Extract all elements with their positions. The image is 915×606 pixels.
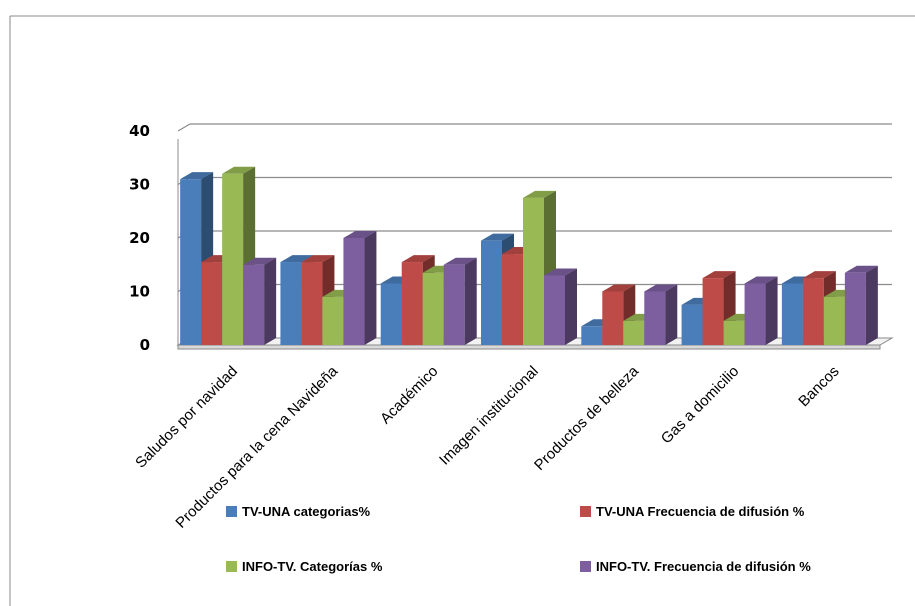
category-label: Bancos: [795, 363, 842, 410]
y-tick-label: 20: [129, 229, 150, 247]
bar-front: [823, 296, 845, 345]
bar-front: [380, 283, 402, 345]
category-label: Imagen institucional: [436, 363, 542, 469]
bar-top: [401, 255, 435, 263]
bar-top: [702, 271, 736, 279]
legend-label: TV-UNA categorias%: [242, 504, 371, 519]
legend: TV-UNA categorias% TV-UNA Frecuencia de d…: [226, 504, 811, 574]
bar: [523, 190, 556, 345]
bar-top: [343, 231, 377, 238]
bar-front: [422, 272, 444, 345]
gridline-diagonal: [177, 123, 191, 132]
bar-front: [201, 262, 223, 345]
y-axis-ticks: 0 10 20 30 40: [129, 122, 150, 354]
bar-front: [443, 264, 465, 345]
bar-front: [502, 254, 523, 345]
chart-border: [9, 15, 915, 606]
category-label: Saludos por navidad: [132, 363, 241, 472]
bar: [443, 257, 477, 345]
bar-front: [681, 304, 703, 345]
bar-top: [301, 255, 335, 263]
bar-top: [481, 233, 514, 241]
bar-front: [802, 278, 824, 345]
legend-swatch: [580, 506, 591, 517]
y-tick-label: 30: [129, 176, 150, 194]
bars: [180, 166, 878, 345]
legend-item: INFO-TV. Categorías %: [226, 559, 383, 574]
bar-front: [343, 238, 365, 345]
legend-label: INFO-TV. Categorías %: [242, 559, 383, 574]
bar-front: [243, 264, 265, 345]
bar-side: [765, 276, 778, 345]
bar-front: [280, 262, 302, 345]
bar-side: [364, 231, 377, 345]
bar-front: [523, 197, 544, 345]
legend-item: TV-UNA Frecuencia de difusión %: [580, 504, 805, 519]
bar-front: [623, 320, 645, 345]
legend-swatch: [580, 561, 591, 572]
bar-front: [702, 278, 724, 345]
category-label: Académico: [377, 363, 441, 427]
bar-top: [280, 255, 314, 263]
legend-swatch: [226, 561, 237, 572]
bar-side: [865, 265, 878, 345]
bar-front: [844, 272, 866, 345]
bar-side: [464, 257, 477, 345]
bar-top: [644, 284, 678, 292]
bar-front: [301, 262, 323, 345]
bar: [644, 284, 678, 345]
bar-front: [581, 326, 603, 345]
y-tick-label: 0: [140, 336, 150, 354]
bar: [243, 257, 277, 345]
bar-front: [644, 291, 666, 345]
bar-front: [781, 283, 803, 345]
bar-top: [443, 257, 477, 265]
bar: [744, 276, 778, 345]
bar-top: [222, 166, 256, 174]
bar-front: [222, 173, 244, 345]
bar-top: [602, 284, 636, 292]
bar-front: [602, 291, 624, 345]
bar-top: [523, 190, 556, 198]
category-label: Productos de belleza: [531, 362, 643, 474]
bar-front: [401, 262, 423, 345]
bar-front: [481, 240, 502, 345]
legend-item: TV-UNA categorias%: [226, 504, 371, 519]
legend-swatch: [226, 506, 237, 517]
bar-side: [264, 257, 277, 345]
bar-front: [744, 283, 766, 345]
bar-front: [544, 275, 565, 345]
bar-front: [322, 296, 344, 345]
bar-front: [180, 179, 202, 345]
bar-side: [665, 284, 678, 345]
bar-side: [565, 268, 577, 345]
legend-label: INFO-TV. Frecuencia de difusión %: [596, 559, 811, 574]
legend-label: TV-UNA Frecuencia de difusión %: [596, 504, 805, 519]
bar: [844, 265, 878, 345]
bar-top: [544, 268, 577, 276]
bar-top: [744, 276, 778, 284]
bar-front: [723, 320, 745, 345]
y-tick-label: 10: [129, 283, 150, 301]
floor-edge: [177, 344, 881, 350]
bar-top: [844, 265, 878, 273]
category-label: Gas a domicilio: [658, 363, 743, 448]
bar-top: [243, 257, 277, 265]
bar: [343, 231, 377, 345]
bar-top: [802, 271, 836, 279]
legend-item: INFO-TV. Frecuencia de difusión %: [580, 559, 811, 574]
y-tick-label: 40: [129, 122, 150, 140]
bar: [544, 268, 577, 345]
bar-top: [180, 172, 214, 180]
